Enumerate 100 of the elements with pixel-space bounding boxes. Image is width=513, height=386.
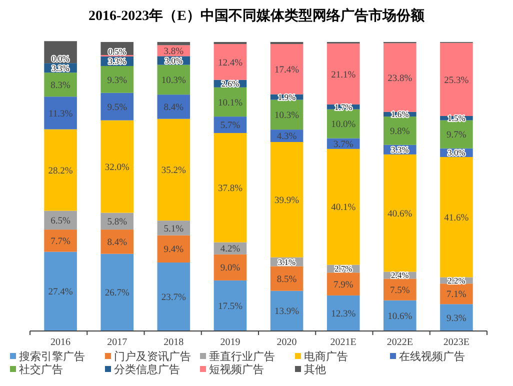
data-label: 3.3% bbox=[52, 62, 70, 73]
legend-label: 在线视频广告 bbox=[399, 350, 465, 363]
data-label: 10.0% bbox=[331, 120, 356, 130]
x-tick-label: 2019 bbox=[220, 337, 240, 348]
bar bbox=[157, 262, 190, 331]
data-label: 1.5% bbox=[448, 113, 466, 124]
data-label: 10.3% bbox=[161, 76, 186, 86]
data-label: 9.7% bbox=[446, 130, 466, 141]
bar bbox=[44, 252, 77, 331]
bar bbox=[440, 42, 473, 116]
data-label: 4.3% bbox=[276, 132, 297, 142]
data-label: 3.7% bbox=[333, 140, 354, 150]
bar bbox=[383, 116, 416, 145]
data-label: 6.5% bbox=[50, 216, 71, 226]
data-label: 8.4% bbox=[164, 103, 184, 114]
data-label: 0.0% bbox=[52, 53, 70, 64]
data-label: 9.3% bbox=[107, 76, 128, 86]
data-label: 10.3% bbox=[274, 111, 300, 122]
bar bbox=[157, 94, 190, 119]
data-label: 1.7% bbox=[334, 102, 352, 112]
legend-label: 分类信息广告 bbox=[114, 362, 180, 376]
bar bbox=[44, 230, 77, 252]
data-label: 7.1% bbox=[446, 290, 466, 300]
data-label: 3.8% bbox=[164, 46, 184, 57]
data-label: 40.1% bbox=[331, 203, 356, 214]
data-label: 17.5% bbox=[218, 302, 243, 312]
data-label: 9.8% bbox=[390, 127, 410, 138]
data-label: 28.2% bbox=[48, 166, 73, 176]
legend-label: 电商广告 bbox=[304, 350, 348, 363]
legend-label: 搜索引擎广告 bbox=[19, 350, 85, 363]
bar bbox=[270, 266, 304, 291]
data-label: 23.7% bbox=[161, 293, 186, 304]
bar bbox=[383, 154, 416, 272]
data-label: 21.1% bbox=[331, 70, 356, 80]
data-label: 9.5% bbox=[107, 102, 128, 113]
legend-label: 垂直行业广告 bbox=[209, 350, 275, 363]
bar bbox=[100, 254, 134, 331]
bar bbox=[326, 295, 360, 331]
data-label: 3.3% bbox=[391, 144, 409, 155]
data-label: 41.6% bbox=[444, 213, 469, 224]
x-tick-label: 2017 bbox=[107, 337, 128, 348]
data-label: 10.6% bbox=[388, 312, 412, 322]
legend-label: 短视频广告 bbox=[209, 362, 264, 376]
bar bbox=[214, 87, 247, 117]
data-label: 5.7% bbox=[220, 121, 240, 132]
bar bbox=[214, 254, 247, 280]
bar bbox=[157, 64, 190, 95]
data-label: 13.9% bbox=[274, 307, 300, 318]
data-label: 8.3% bbox=[50, 80, 71, 91]
bar bbox=[157, 235, 190, 263]
data-label: 5.1% bbox=[164, 224, 184, 234]
legend-label: 社交广告 bbox=[19, 362, 63, 376]
bar bbox=[157, 118, 190, 221]
bar bbox=[44, 72, 77, 97]
data-label: 35.2% bbox=[161, 166, 186, 176]
data-label: 7.5% bbox=[390, 286, 410, 296]
data-label: 2.6% bbox=[221, 78, 240, 89]
bar bbox=[270, 290, 304, 331]
data-label: 17.4% bbox=[274, 65, 300, 76]
data-label: 2.2% bbox=[448, 275, 466, 286]
bar bbox=[100, 66, 134, 93]
bar bbox=[214, 280, 247, 331]
data-label: 32.0% bbox=[104, 162, 130, 173]
bar bbox=[100, 120, 134, 213]
data-label: 1.9% bbox=[278, 92, 296, 102]
chart-title: 2016-2023年（E）中国不同媒体类型网络广告市场份额 bbox=[88, 7, 426, 24]
data-label: 25.3% bbox=[444, 76, 469, 86]
x-tick-label: 2020 bbox=[276, 337, 297, 348]
data-label: 8.4% bbox=[107, 238, 128, 248]
bar bbox=[326, 148, 360, 265]
legend-label: 其他 bbox=[304, 362, 326, 376]
data-label: 2.4% bbox=[391, 270, 409, 280]
bar bbox=[440, 120, 473, 148]
x-tick-label: 2022E bbox=[386, 337, 413, 348]
bar bbox=[383, 300, 416, 331]
bar bbox=[326, 272, 360, 296]
data-label: 4.2% bbox=[220, 244, 240, 255]
bar bbox=[440, 304, 473, 331]
data-label: 8.5% bbox=[276, 274, 297, 285]
bar bbox=[214, 44, 247, 80]
bar bbox=[157, 42, 190, 46]
data-label: 5.8% bbox=[107, 218, 128, 228]
x-tick-label: 2021E bbox=[330, 337, 356, 348]
data-label: 27.4% bbox=[48, 288, 73, 298]
x-tick-label: 2018 bbox=[164, 337, 184, 348]
bar bbox=[44, 129, 77, 211]
data-label: 12.4% bbox=[218, 58, 243, 68]
data-label: 3.1% bbox=[278, 256, 296, 267]
data-label: 3.0% bbox=[448, 148, 466, 158]
x-tick-label: 2016 bbox=[50, 337, 71, 348]
data-label: 40.6% bbox=[388, 209, 412, 220]
legend-label: 门户及资讯广告 bbox=[114, 350, 191, 363]
bar bbox=[270, 44, 304, 94]
bar bbox=[383, 43, 416, 112]
bar bbox=[440, 157, 473, 278]
data-label: 7.7% bbox=[50, 237, 71, 248]
bar bbox=[100, 92, 134, 120]
data-label: 3.0% bbox=[164, 55, 183, 66]
x-tick-label: 2023E bbox=[443, 337, 470, 348]
data-label: 26.7% bbox=[104, 288, 130, 299]
